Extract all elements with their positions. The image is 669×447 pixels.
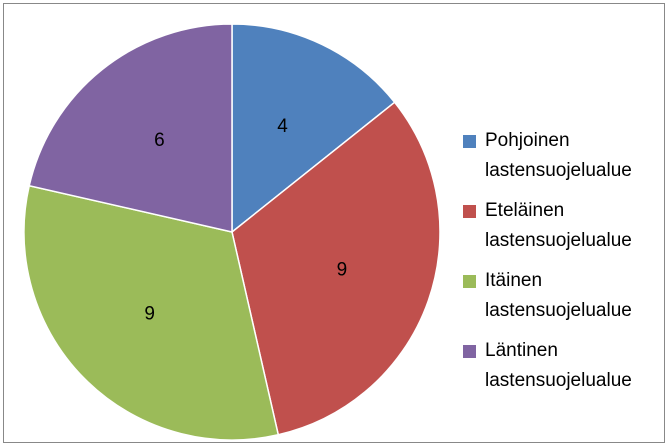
legend-label: Itäinen lastensuojelualue [485, 270, 632, 321]
data-label: 4 [277, 116, 288, 137]
data-label: 9 [337, 259, 348, 280]
legend-swatch [463, 345, 476, 358]
legend-label: Pohjoinen lastensuojelualue [485, 130, 632, 181]
legend-swatch [463, 135, 476, 148]
legend-label: Läntinen lastensuojelualue [485, 340, 632, 391]
pie-slice [231, 101, 441, 436]
legend-entry: Itäinen lastensuojelualue [463, 266, 663, 326]
legend-swatch [463, 275, 476, 288]
legend-label: Eteläinen lastensuojelualue [485, 200, 632, 251]
pie-slice [28, 23, 233, 233]
legend-entry: Läntinen lastensuojelualue [463, 336, 663, 396]
data-label: 6 [154, 130, 165, 151]
legend-entry: Pohjoinen lastensuojelualue [463, 126, 663, 186]
legend-swatch [463, 205, 476, 218]
pie-slice [23, 184, 280, 441]
data-label: 9 [144, 303, 155, 324]
legend-entry: Eteläinen lastensuojelualue [463, 196, 663, 256]
legend: Pohjoinen lastensuojelualue Eteläinen las… [463, 126, 663, 406]
pie-slice [231, 23, 396, 234]
